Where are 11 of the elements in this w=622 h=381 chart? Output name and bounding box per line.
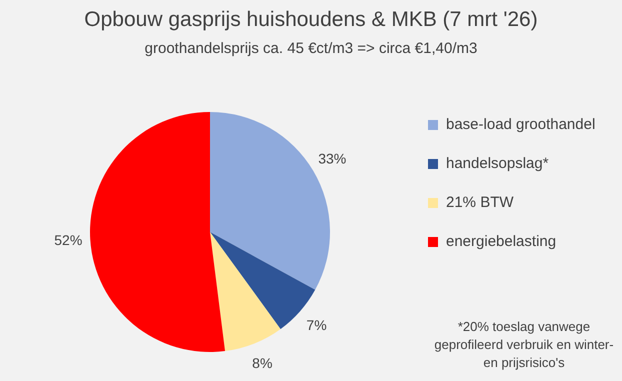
legend-label: 21% BTW (446, 194, 514, 211)
data-label: 7% (306, 316, 327, 333)
data-label: 52% (54, 232, 82, 248)
chart-title: Opbouw gasprijs huishoudens & MKB (7 mrt '26) (83, 8, 539, 32)
legend-label: energiebelasting (446, 233, 556, 250)
text: *20% toeslag vanwege geprofileerd verbruik en winter- en prijsrisico's (433, 318, 615, 372)
chart-subtitle: groothandelsprijs ca. 45 €ct/m3 => circa €1,40/m3 (144, 40, 478, 57)
data-label: 8% (252, 354, 272, 371)
legend-label: base-load groothandel (446, 116, 596, 133)
data-label: 33% (318, 150, 346, 167)
legend-label: handelsopslag* (446, 155, 549, 172)
